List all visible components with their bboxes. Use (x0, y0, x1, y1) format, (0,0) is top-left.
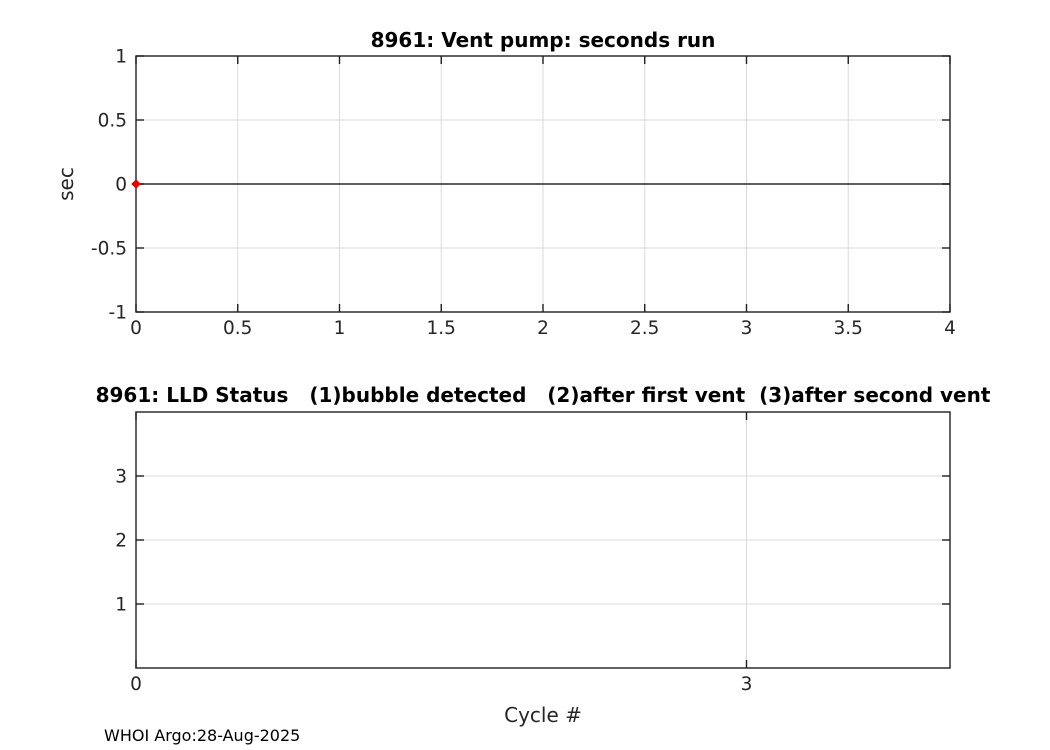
x-tick-label: 1.5 (427, 318, 456, 339)
lld-status-plot-title: 8961: LLD Status (1)bubble detected (2)a… (95, 383, 991, 407)
y-tick-label: 1 (115, 47, 127, 68)
plot-1-axes: 0 0.5 1 1.5 2 2.5 3 3.5 4 -1 -0.5 0 0.5 1 (91, 47, 956, 340)
x-tick-label: 4 (944, 318, 956, 339)
vent-pump-plot-title: 8961: Vent pump: seconds run (370, 28, 716, 52)
x-tick-label: 3 (741, 318, 753, 339)
y-tick-label: -1 (109, 303, 127, 324)
x-tick-label: 3 (741, 674, 753, 695)
whoi-argo-date-stamp: WHOI Argo:28-Aug-2025 (104, 726, 301, 745)
x-tick-label: 1 (334, 318, 346, 339)
y-tick-label: 2 (115, 531, 127, 552)
plot-2-axes: 0 3 1 2 3 (115, 411, 951, 695)
vent-pump-y-axis-label: sec (54, 167, 78, 201)
x-tick-label: 0.5 (223, 318, 252, 339)
y-tick-label: 1 (115, 595, 127, 616)
x-tick-label: 0 (130, 674, 142, 695)
x-tick-label: 2.5 (630, 318, 659, 339)
vent-pump-seconds-marker (131, 179, 141, 189)
y-tick-label: 0.5 (98, 111, 127, 132)
y-tick-label: -0.5 (91, 239, 127, 260)
y-tick-label: 3 (115, 467, 127, 488)
cycle-x-axis-label: Cycle # (504, 703, 582, 727)
x-tick-label: 3.5 (834, 318, 863, 339)
x-tick-label: 0 (130, 318, 142, 339)
y-tick-label: 0 (115, 175, 127, 196)
x-tick-label: 2 (537, 318, 549, 339)
